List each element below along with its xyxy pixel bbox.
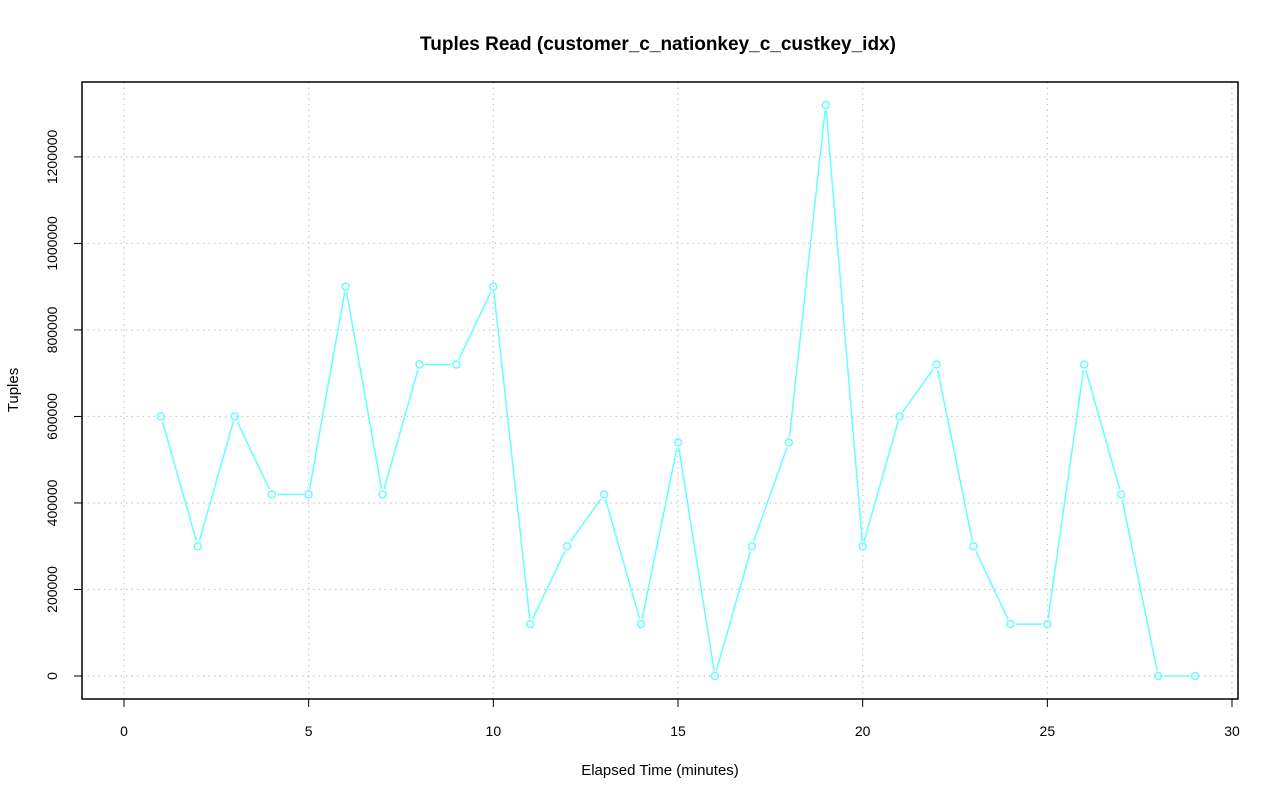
series-line-segment <box>458 291 492 360</box>
data-point <box>1116 490 1126 499</box>
series-line-segment <box>493 292 531 619</box>
series-line-segment <box>569 498 602 543</box>
x-tick-label: 25 <box>1040 723 1056 739</box>
data-point <box>636 619 646 629</box>
data-point <box>415 360 424 369</box>
data-point <box>784 438 794 447</box>
series-line-segment <box>531 550 566 620</box>
chart-title: Tuples Read (customer_c_nationkey_c_cust… <box>420 34 896 55</box>
data-point <box>267 490 276 499</box>
data-point <box>156 412 166 421</box>
data-point <box>562 541 572 551</box>
y-tick-label: 600000 <box>44 393 60 440</box>
x-tick-label: 0 <box>120 723 128 739</box>
series-line-segment <box>788 110 826 438</box>
y-tick-label: 1000000 <box>44 216 60 271</box>
plot-frame <box>81 81 1239 700</box>
y-axis-label: Tuples <box>5 368 22 412</box>
data-point <box>969 541 978 551</box>
x-axis: 0 5 10 15 20 25 30 <box>120 698 1240 739</box>
x-tick-label: 15 <box>670 723 686 739</box>
x-tick-label: 20 <box>855 723 871 739</box>
data-point <box>1006 619 1015 629</box>
data-point <box>710 671 720 681</box>
series-line-segment <box>198 421 235 542</box>
data-point <box>452 360 461 369</box>
series-line-segment <box>1085 369 1121 490</box>
series-line-segment <box>902 368 934 413</box>
series-line-segment <box>825 110 863 541</box>
series-line-segment <box>1047 369 1085 619</box>
y-tick-label: 400000 <box>44 479 60 526</box>
data-point <box>526 619 535 629</box>
series-tuples <box>156 100 1200 681</box>
y-tick-label: 0 <box>44 672 60 680</box>
series-line-segment <box>975 550 1009 620</box>
y-axis: 0 200000 400000 600000 800000 1000000 1200000 <box>44 129 83 680</box>
series-line-segment <box>604 499 641 620</box>
data-point <box>1043 619 1052 629</box>
x-tick-label: 30 <box>1224 723 1240 739</box>
x-tick-label: 10 <box>486 723 502 739</box>
series-line-segment <box>236 421 271 490</box>
data-point <box>1080 360 1089 369</box>
data-point <box>378 490 387 499</box>
data-point <box>932 360 941 369</box>
data-point <box>895 412 904 421</box>
data-point <box>341 282 350 291</box>
data-point <box>821 100 830 110</box>
series-line-segment <box>308 291 346 490</box>
data-point <box>858 541 867 551</box>
series-line-segment <box>1121 499 1158 671</box>
x-tick-label: 5 <box>305 723 313 739</box>
data-point <box>747 541 757 551</box>
series-line-segment <box>345 291 383 490</box>
y-tick-label: 800000 <box>44 306 60 353</box>
data-point <box>304 490 313 499</box>
series-line-segment <box>715 551 752 671</box>
data-point <box>193 541 203 551</box>
series-line-segment <box>383 369 419 490</box>
series-line-segment <box>936 369 974 541</box>
series-line-segment <box>863 421 899 542</box>
y-tick-label: 200000 <box>44 566 60 613</box>
data-point <box>673 438 683 447</box>
x-axis-label: Elapsed Time (minutes) <box>581 762 739 779</box>
grid <box>82 82 1238 699</box>
data-point <box>1153 671 1163 681</box>
data-point <box>1190 671 1200 681</box>
series-line-segment <box>753 447 788 542</box>
series-line-segment <box>678 447 715 671</box>
series-line-segment <box>641 447 678 619</box>
data-point <box>230 412 240 421</box>
y-tick-label: 1200000 <box>44 129 60 184</box>
data-point <box>489 282 498 291</box>
data-point <box>599 490 609 499</box>
series-line-segment <box>161 421 198 542</box>
